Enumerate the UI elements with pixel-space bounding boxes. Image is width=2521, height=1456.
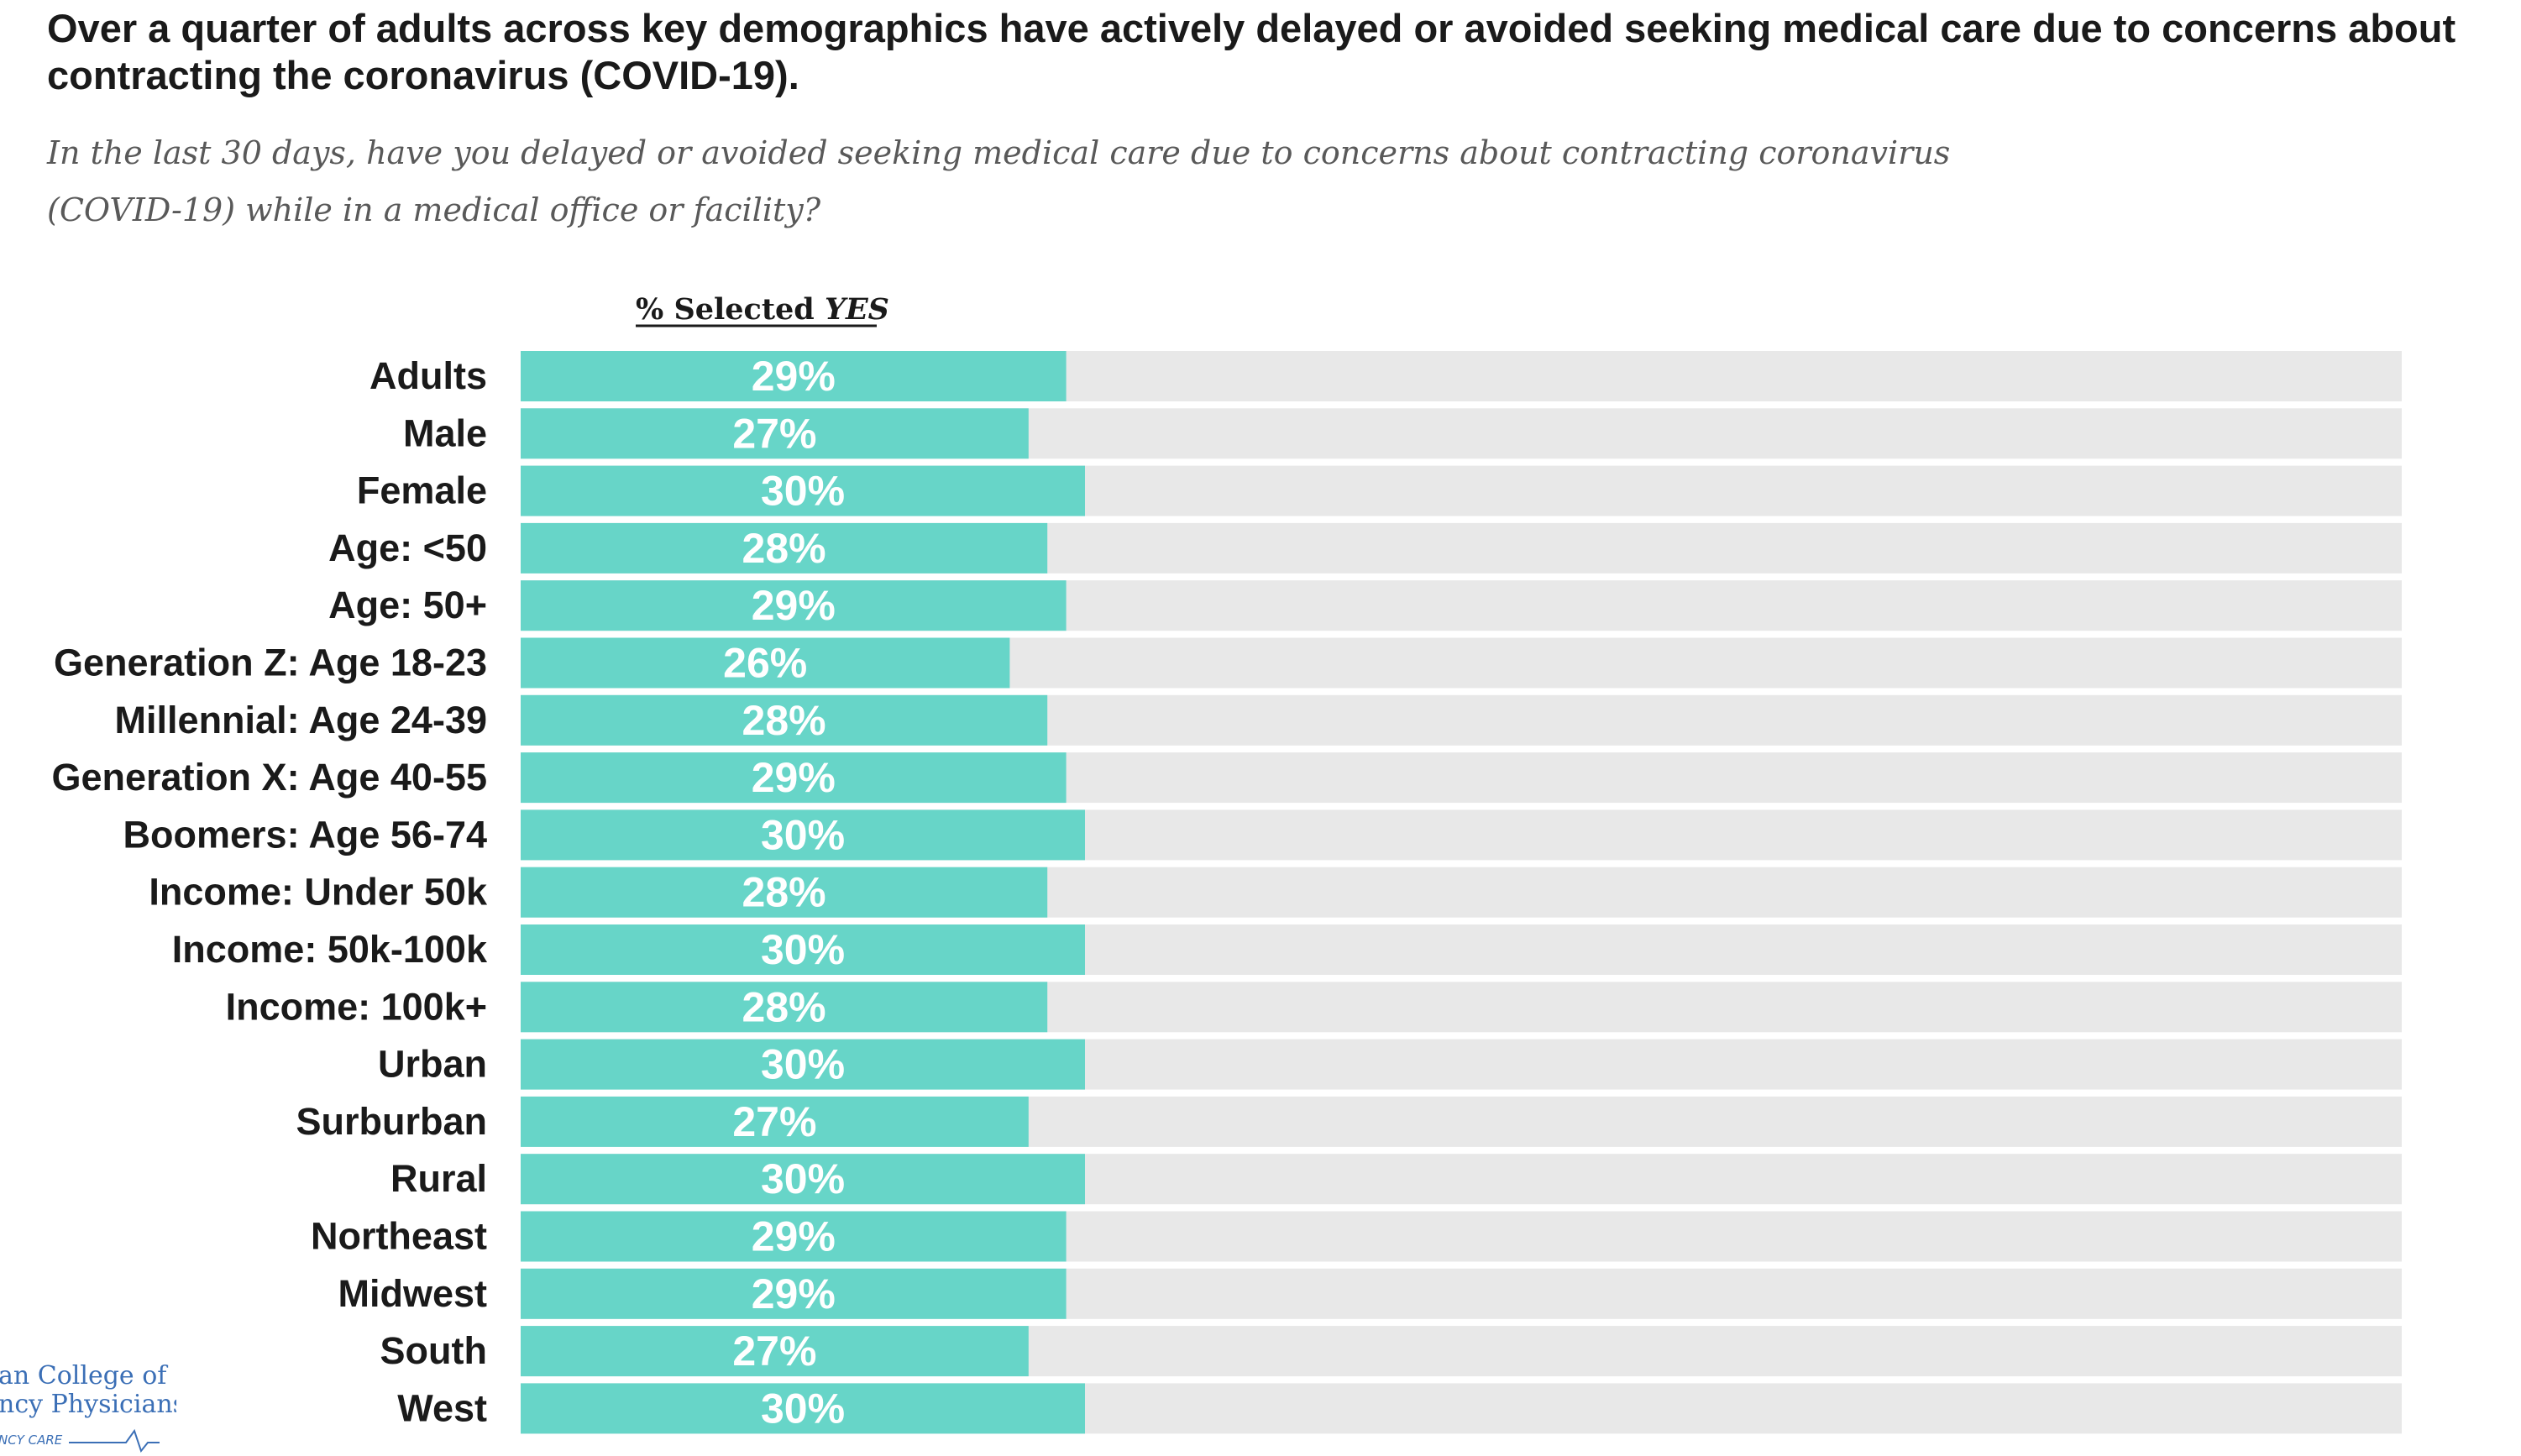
value-label: 29% (752, 1213, 836, 1260)
bar (521, 1039, 1085, 1090)
value-label: 27% (732, 410, 816, 457)
heartbeat-icon (69, 1428, 160, 1453)
value-label: 29% (752, 754, 836, 801)
category-label: Adults (370, 354, 487, 397)
bar (521, 1326, 1029, 1377)
bar (521, 1211, 1067, 1262)
category-label: Rural (390, 1157, 487, 1200)
column-header-emphasis: YES (825, 292, 889, 327)
category-label: Boomers: Age 56-74 (123, 813, 487, 856)
category-label: Generation X: Age 40-55 (52, 756, 488, 799)
value-label: 30% (761, 1385, 845, 1432)
value-label: 29% (752, 353, 836, 400)
survey-question-line-1: In the last 30 days, have you delayed or… (47, 134, 1951, 171)
category-label: West (397, 1386, 487, 1429)
bar (521, 1154, 1085, 1205)
svg-text:% Selected YES: % Selected YES (636, 292, 889, 327)
category-label: Northeast (311, 1215, 487, 1258)
column-header: % Selected YES (636, 292, 889, 327)
value-label: 29% (752, 582, 836, 629)
column-header-prefix: % Selected (636, 292, 825, 327)
category-label: Female (357, 469, 487, 512)
bar (521, 465, 1085, 516)
value-label: 30% (761, 1155, 845, 1202)
value-label: 29% (752, 1270, 836, 1317)
bar (521, 1268, 1067, 1319)
value-label: 28% (742, 983, 826, 1030)
logo-line-2: ncy Physicians (0, 1390, 176, 1419)
category-label: Generation Z: Age 18-23 (54, 642, 487, 684)
value-label: 28% (742, 697, 826, 744)
survey-question-line-2: (COVID-19) while in a medical office or … (47, 191, 821, 228)
value-label: 30% (761, 926, 845, 973)
bar (521, 867, 1048, 918)
bar (521, 752, 1067, 804)
category-label: Urban (378, 1043, 487, 1086)
bars (521, 351, 1085, 1434)
bar (521, 694, 1048, 746)
category-label: Surburban (296, 1100, 487, 1143)
value-label: 30% (761, 1041, 845, 1088)
value-label: 30% (761, 468, 845, 515)
category-label: Age: <50 (328, 526, 487, 569)
bar (521, 637, 1010, 689)
category-label: Income: 100k+ (226, 985, 487, 1028)
value-label: 28% (742, 869, 826, 916)
bar (521, 408, 1029, 459)
survey-question: In the last 30 days, have you delayed or… (47, 124, 1979, 238)
value-label: 26% (723, 640, 807, 687)
category-label: South (380, 1329, 487, 1372)
category-label: Age: 50+ (328, 584, 487, 626)
bar (521, 1096, 1029, 1147)
category-label: Income: 50k-100k (172, 928, 488, 971)
bar (521, 580, 1067, 631)
category-label: Income: Under 50k (149, 871, 488, 914)
bar (521, 924, 1085, 975)
category-labels: Adults Male Female Age: <50 Age: 50+ Generati… (52, 354, 488, 1429)
logo-line-3: NCY CARE (0, 1432, 63, 1448)
chart-headline: Over a quarter of adults across key demo… (47, 6, 2456, 97)
value-label: 27% (732, 1328, 816, 1375)
category-label: Millennial: Age 24-39 (115, 699, 487, 741)
value-label: 30% (761, 811, 845, 858)
bar (521, 351, 1067, 401)
category-label: Midwest (338, 1272, 487, 1315)
bar (521, 809, 1085, 861)
bar (521, 982, 1048, 1033)
category-label: Male (403, 411, 487, 454)
value-label: 28% (742, 525, 826, 572)
bar (521, 522, 1048, 573)
value-label: 27% (732, 1098, 816, 1145)
bar (521, 1383, 1085, 1434)
logo-line-1: an College of (0, 1361, 168, 1391)
acep-logo: an College of ncy Physicians NCY CARE (0, 1360, 176, 1456)
value-labels: 29% 27% 30% 28% 29% 26% 28% 29% 30% 28% 30% 28% 30% 2… (723, 353, 845, 1432)
